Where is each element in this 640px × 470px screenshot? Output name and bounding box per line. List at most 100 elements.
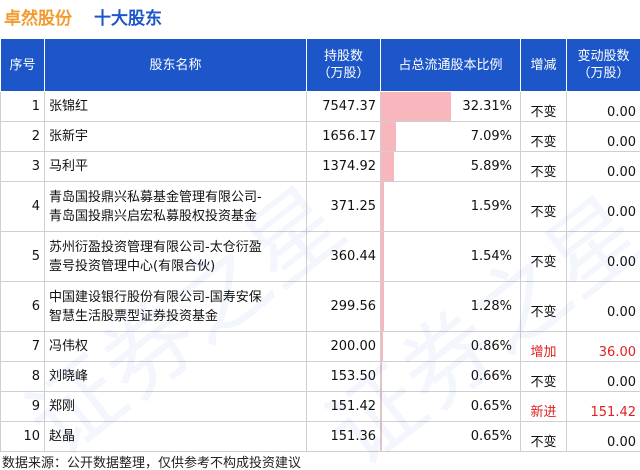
row-holder-name: 张新宇	[44, 121, 307, 152]
table-row: 6 中国建设银行股份有限公司-国寿安保 智慧生活股票型证券投资基金 299.56 1.2…	[0, 281, 640, 332]
row-holder-name: 郑刚	[44, 391, 307, 422]
table-row: 5 苏州衍盈投资管理有限公司-太仓衍盈 壹号投资管理中心(有限合伙) 360.44 1.…	[0, 231, 640, 282]
ratio-bar	[381, 332, 383, 361]
row-shares: 1374.92	[306, 151, 381, 182]
table-row: 2 张新宇 1656.17 7.09% 不变 0.00	[0, 121, 640, 152]
ratio-value: 7.09%	[470, 129, 512, 144]
row-shares: 299.56	[306, 281, 381, 332]
row-shares: 200.00	[306, 331, 381, 362]
row-delta: 151.42	[566, 391, 640, 422]
column-header-shares: 持股数 （万股）	[306, 38, 381, 92]
table-row: 1 张锦红 7547.37 32.31% 不变 0.00	[0, 91, 640, 122]
row-change: 不变	[520, 151, 567, 182]
ratio-value: 1.59%	[470, 199, 512, 214]
row-shares: 1656.17	[306, 121, 381, 152]
ratio-bar	[381, 122, 397, 151]
row-ratio: 1.28%	[380, 281, 521, 332]
table-row: 8 刘晓峰 153.50 0.66% 不变 0.00	[0, 361, 640, 392]
page-title: 十大股东	[94, 9, 162, 29]
ratio-bar	[381, 182, 385, 231]
row-holder-name: 刘晓峰	[44, 361, 307, 392]
row-ratio: 0.65%	[380, 391, 521, 422]
row-ratio: 1.54%	[380, 231, 521, 282]
row-holder-name: 中国建设银行股份有限公司-国寿安保 智慧生活股票型证券投资基金	[44, 281, 307, 332]
row-delta: 0.00	[566, 421, 640, 452]
row-ratio: 5.89%	[380, 151, 521, 182]
ratio-bar	[381, 92, 451, 121]
row-delta: 0.00	[566, 231, 640, 282]
row-change: 不变	[520, 231, 567, 282]
row-seq: 6	[0, 281, 45, 332]
row-delta: 36.00	[566, 331, 640, 362]
ratio-bar	[381, 422, 383, 451]
row-holder-name: 张锦红	[44, 91, 307, 122]
row-change: 增加	[520, 331, 567, 362]
row-shares: 151.36	[306, 421, 381, 452]
ratio-bar	[381, 392, 383, 421]
row-ratio: 0.65%	[380, 421, 521, 452]
ratio-value: 0.65%	[470, 429, 512, 444]
column-header-seq: 序号	[0, 38, 45, 92]
row-shares: 153.50	[306, 361, 381, 392]
row-holder-name: 马利平	[44, 151, 307, 182]
page-header: 卓然股份 十大股东	[0, 0, 640, 34]
row-delta: 0.00	[566, 151, 640, 182]
row-shares: 360.44	[306, 231, 381, 282]
table-row: 9 郑刚 151.42 0.65% 新进 151.42	[0, 391, 640, 422]
row-seq: 2	[0, 121, 45, 152]
column-header-delta: 变动股数 （万股）	[566, 38, 640, 92]
row-change: 不变	[520, 121, 567, 152]
row-ratio: 0.86%	[380, 331, 521, 362]
row-holder-name: 青岛国投鼎兴私募基金管理有限公司- 青岛国投鼎兴启宏私募股权投资基金	[44, 181, 307, 232]
ratio-value: 32.31%	[462, 99, 512, 114]
table-row: 4 青岛国投鼎兴私募基金管理有限公司- 青岛国投鼎兴启宏私募股权投资基金 371.25…	[0, 181, 640, 232]
table-row: 7 冯伟权 200.00 0.86% 增加 36.00	[0, 331, 640, 362]
row-ratio: 32.31%	[380, 91, 521, 122]
row-ratio: 0.66%	[380, 361, 521, 392]
row-shares: 151.42	[306, 391, 381, 422]
row-delta: 0.00	[566, 361, 640, 392]
row-change: 新进	[520, 391, 567, 422]
column-header-ratio: 占总流通股本比例	[380, 38, 521, 92]
row-shares: 371.25	[306, 181, 381, 232]
ratio-bar	[381, 152, 394, 181]
row-change: 不变	[520, 91, 567, 122]
ratio-bar	[381, 362, 383, 391]
row-delta: 0.00	[566, 281, 640, 332]
row-seq: 8	[0, 361, 45, 392]
row-seq: 1	[0, 91, 45, 122]
row-delta: 0.00	[566, 181, 640, 232]
table-row: 10 赵晶 151.36 0.65% 不变 0.00	[0, 421, 640, 452]
row-change: 不变	[520, 361, 567, 392]
row-seq: 9	[0, 391, 45, 422]
row-delta: 0.00	[566, 121, 640, 152]
ratio-value: 1.28%	[470, 299, 512, 314]
column-header-name: 股东名称	[44, 38, 307, 92]
table-body: 1 张锦红 7547.37 32.31% 不变 0.00 2 张新宇 1656.17 7.09% 不…	[0, 91, 640, 452]
column-header-change: 增减	[520, 38, 567, 92]
shareholders-table: 序号 股东名称 持股数 （万股） 占总流通股本比例 增减 变动股数 （万股） 1 张锦…	[0, 38, 640, 452]
data-source-note: 数据来源：公开数据整理，仅供参考不构成投资建议	[2, 456, 302, 470]
ratio-value: 0.66%	[470, 369, 512, 384]
row-holder-name: 冯伟权	[44, 331, 307, 362]
row-seq: 3	[0, 151, 45, 182]
row-delta: 0.00	[566, 91, 640, 122]
ratio-value: 1.54%	[470, 249, 512, 264]
row-seq: 10	[0, 421, 45, 452]
ratio-bar	[381, 232, 385, 281]
row-seq: 7	[0, 331, 45, 362]
ratio-value: 5.89%	[470, 159, 512, 174]
ratio-value: 0.65%	[470, 399, 512, 414]
row-change: 不变	[520, 281, 567, 332]
row-seq: 4	[0, 181, 45, 232]
row-change: 不变	[520, 181, 567, 232]
row-holder-name: 赵晶	[44, 421, 307, 452]
row-ratio: 7.09%	[380, 121, 521, 152]
row-holder-name: 苏州衍盈投资管理有限公司-太仓衍盈 壹号投资管理中心(有限合伙)	[44, 231, 307, 282]
row-seq: 5	[0, 231, 45, 282]
row-change: 不变	[520, 421, 567, 452]
row-ratio: 1.59%	[380, 181, 521, 232]
ratio-value: 0.86%	[470, 339, 512, 354]
company-name: 卓然股份	[4, 9, 72, 29]
ratio-bar	[381, 282, 384, 331]
